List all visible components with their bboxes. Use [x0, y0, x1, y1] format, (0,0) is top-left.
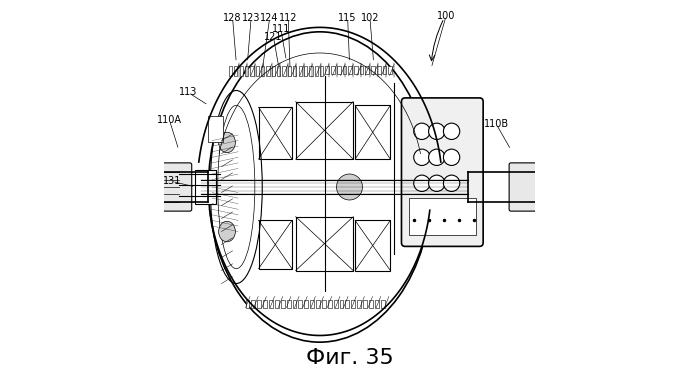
Bar [377, 65, 380, 74]
Circle shape [443, 123, 460, 140]
Bar [229, 66, 232, 76]
Bar [298, 66, 302, 76]
Bar [315, 66, 318, 76]
Bar [259, 220, 292, 269]
Circle shape [414, 175, 430, 191]
Text: 131: 131 [163, 177, 181, 186]
Bar [340, 300, 343, 309]
Text: 112: 112 [279, 13, 298, 23]
FancyBboxPatch shape [162, 163, 192, 211]
Text: 110A: 110A [157, 115, 182, 125]
Bar [250, 66, 254, 76]
Bar [363, 300, 367, 309]
Bar [296, 217, 353, 270]
Bar [264, 300, 267, 309]
Bar [256, 66, 259, 76]
Bar [375, 300, 379, 309]
Bar [304, 66, 307, 76]
Circle shape [414, 149, 430, 165]
Bar [381, 300, 384, 309]
Ellipse shape [219, 221, 236, 242]
Bar [281, 300, 284, 309]
Bar [252, 300, 255, 309]
Text: 124: 124 [261, 13, 279, 23]
Bar [196, 170, 216, 204]
Bar [309, 66, 312, 76]
Bar [366, 65, 369, 74]
Text: 102: 102 [361, 13, 379, 23]
Bar [352, 300, 355, 309]
FancyBboxPatch shape [509, 163, 537, 211]
Bar [245, 66, 248, 76]
Bar [360, 65, 363, 74]
Bar [409, 198, 476, 235]
Bar [333, 300, 338, 309]
Bar [288, 66, 291, 76]
Text: 128: 128 [223, 13, 242, 23]
Bar [269, 300, 273, 309]
Circle shape [336, 174, 363, 200]
Circle shape [443, 175, 460, 191]
Bar [357, 300, 361, 309]
Text: 123: 123 [242, 13, 260, 23]
Text: 121: 121 [264, 32, 282, 42]
Bar [355, 105, 390, 159]
Bar [298, 300, 302, 309]
Bar [320, 66, 323, 76]
Bar [293, 66, 296, 76]
Bar [234, 66, 238, 76]
FancyBboxPatch shape [401, 98, 483, 246]
Bar [310, 300, 314, 309]
Bar [266, 66, 270, 76]
Bar [355, 220, 390, 270]
Bar [382, 65, 387, 74]
Text: 100: 100 [437, 11, 455, 21]
Bar [277, 66, 280, 76]
Bar [240, 66, 243, 76]
Bar [259, 107, 292, 159]
Bar [328, 300, 331, 309]
Bar [293, 300, 296, 309]
Text: 110B: 110B [484, 119, 509, 129]
Bar [272, 66, 275, 76]
Circle shape [428, 149, 445, 165]
Bar [389, 65, 392, 74]
Circle shape [414, 123, 430, 140]
Bar [316, 300, 320, 309]
Bar [325, 65, 329, 74]
Bar [275, 300, 279, 309]
Circle shape [428, 175, 445, 191]
Bar [322, 300, 326, 309]
Bar [257, 300, 261, 309]
Text: Фиг. 35: Фиг. 35 [305, 348, 394, 368]
Bar [287, 300, 291, 309]
Text: 111: 111 [272, 24, 290, 34]
Bar [348, 65, 352, 74]
Text: 115: 115 [338, 13, 357, 23]
Bar [208, 116, 223, 142]
Bar [371, 65, 375, 74]
Circle shape [443, 149, 460, 165]
Bar [296, 102, 353, 159]
Bar [345, 300, 350, 309]
Bar [304, 300, 308, 309]
Circle shape [428, 123, 445, 140]
Bar [261, 66, 264, 76]
Bar [369, 300, 373, 309]
Bar [245, 300, 250, 309]
Bar [331, 65, 335, 74]
Bar [337, 65, 340, 74]
Bar [354, 65, 358, 74]
Bar [282, 66, 286, 76]
Ellipse shape [219, 132, 236, 153]
Text: 113: 113 [179, 88, 197, 97]
Bar [343, 65, 346, 74]
